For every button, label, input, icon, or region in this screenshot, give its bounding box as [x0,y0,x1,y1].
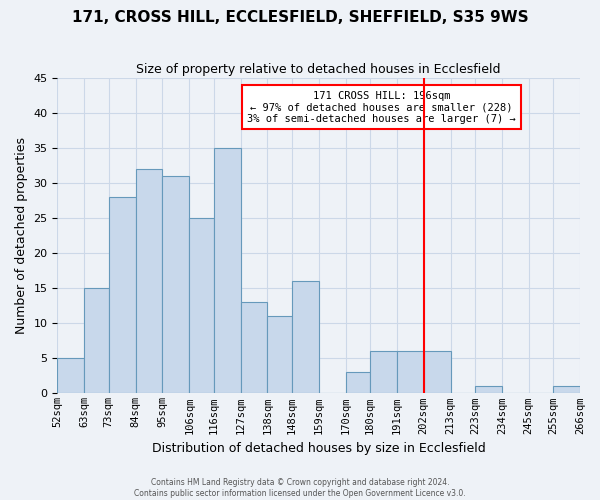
Bar [475,386,502,394]
Bar [84,288,109,394]
Text: 171, CROSS HILL, ECCLESFIELD, SHEFFIELD, S35 9WS: 171, CROSS HILL, ECCLESFIELD, SHEFFIELD,… [71,10,529,25]
Text: 171 CROSS HILL: 196sqm
← 97% of detached houses are smaller (228)
3% of semi-det: 171 CROSS HILL: 196sqm ← 97% of detached… [247,90,516,124]
Bar [268,316,292,394]
Bar [424,352,451,394]
Title: Size of property relative to detached houses in Ecclesfield: Size of property relative to detached ho… [136,62,501,76]
Bar [553,386,580,394]
Bar [241,302,268,394]
Y-axis label: Number of detached properties: Number of detached properties [15,137,28,334]
Bar [163,176,189,394]
Bar [397,352,424,394]
X-axis label: Distribution of detached houses by size in Ecclesfield: Distribution of detached houses by size … [152,442,485,455]
Bar [346,372,370,394]
Bar [292,282,319,394]
Text: Contains HM Land Registry data © Crown copyright and database right 2024.
Contai: Contains HM Land Registry data © Crown c… [134,478,466,498]
Bar [136,169,163,394]
Bar [109,197,136,394]
Bar [189,218,214,394]
Bar [214,148,241,394]
Bar [58,358,84,394]
Bar [370,352,397,394]
